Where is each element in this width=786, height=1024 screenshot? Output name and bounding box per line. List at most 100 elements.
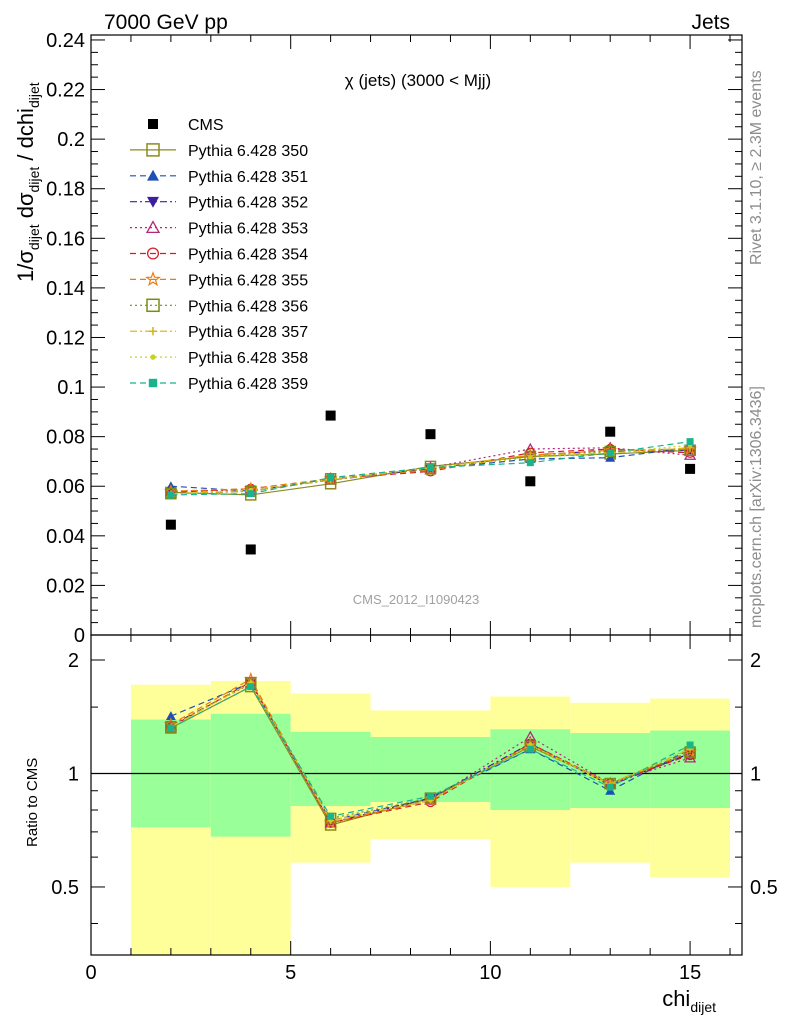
ratio-point bbox=[327, 812, 335, 820]
xlabel-main: chi bbox=[662, 986, 690, 1011]
legend-marker bbox=[145, 220, 161, 234]
mc-point bbox=[686, 438, 694, 446]
ratio-point bbox=[247, 683, 255, 691]
ratio-plot-frame bbox=[90, 634, 743, 956]
data-point bbox=[425, 429, 436, 440]
legend-marker bbox=[145, 271, 161, 287]
data-point bbox=[605, 426, 616, 437]
ratio-y-tick-label-right: 0.5 bbox=[750, 877, 778, 899]
main-y-ticks: 0 0.02 0.04 0.06 0.08 0.1 0.12 0.14 0.16 0.18 0.2 0… bbox=[46, 30, 742, 647]
main-y-axis-label: 1/σdijet dσdijet / dchidijet bbox=[13, 82, 42, 282]
main-y-tick-label: 0.1 bbox=[57, 377, 85, 399]
data-point bbox=[685, 463, 696, 474]
watermark-label: CMS_2012_I1090423 bbox=[353, 592, 480, 607]
legend-marker bbox=[147, 169, 159, 181]
legend-label: Pythia 6.428 353 bbox=[188, 221, 308, 238]
ratio-point bbox=[686, 741, 694, 749]
x-axis-label: chidijet bbox=[662, 986, 716, 1015]
mc-point bbox=[247, 490, 255, 498]
main-title: χ (jets) (3000 < Mjj) bbox=[345, 71, 491, 90]
main-y-tick-label: 0.2 bbox=[57, 129, 85, 151]
mc-point bbox=[604, 445, 616, 458]
data-point bbox=[165, 519, 176, 530]
x-tick-label: 15 bbox=[679, 962, 701, 984]
mc-line-4 bbox=[170, 448, 691, 493]
legend-marker bbox=[146, 247, 160, 260]
legend-marker bbox=[147, 196, 159, 208]
main-y-tick-label: 0 bbox=[74, 625, 85, 647]
legend-marker-data bbox=[148, 119, 158, 129]
legend-marker bbox=[148, 327, 158, 336]
header-right-label: Jets bbox=[691, 11, 730, 34]
uncertainty-band-inner bbox=[370, 736, 491, 803]
legend-label: Pythia 6.428 354 bbox=[188, 247, 308, 264]
legend-label: Pythia 6.428 352 bbox=[188, 195, 308, 212]
legend-label: Pythia 6.428 356 bbox=[188, 298, 308, 315]
ratio-point bbox=[683, 744, 697, 758]
header-left-label: 7000 GeV pp bbox=[104, 11, 228, 34]
legend-marker bbox=[148, 378, 158, 388]
legend-marker bbox=[150, 354, 156, 360]
legend-label: Pythia 6.428 358 bbox=[188, 350, 308, 367]
data-point bbox=[245, 544, 256, 555]
ratio-y-axis-label: Ratio to CMS bbox=[24, 758, 41, 847]
ylabel-sub-b: dijet bbox=[26, 167, 42, 193]
main-y-tick-label: 0.22 bbox=[46, 80, 85, 102]
main-y-tick-label: 0.24 bbox=[46, 30, 85, 52]
ratio-y-tick-label-right: 1 bbox=[750, 763, 761, 785]
uncertainty-band-inner bbox=[210, 713, 291, 837]
mc-point bbox=[424, 463, 437, 475]
ylabel-part-b: dσ bbox=[13, 192, 38, 224]
x-tick-label: 5 bbox=[285, 962, 296, 984]
mcplots-label: mcplots.cern.ch [arXiv:1306.3436] bbox=[748, 386, 765, 628]
ratio-point bbox=[165, 721, 177, 733]
main-plot: 0 0.02 0.04 0.06 0.08 0.1 0.12 0.14 0.16 0.18 0.2 0… bbox=[13, 30, 743, 647]
ylabel-sub-c: dijet bbox=[26, 82, 42, 108]
ratio-point bbox=[167, 724, 175, 732]
legend-label: Pythia 6.428 350 bbox=[188, 143, 308, 160]
ratio-ticks: 0.5 0.5 1 1 2 2 0 5 10 15 bbox=[51, 635, 778, 984]
ylabel-sub-a: dijet bbox=[26, 224, 42, 250]
mc-point bbox=[526, 459, 534, 467]
legend-marker bbox=[146, 298, 160, 313]
data-point bbox=[325, 410, 336, 421]
ratio-point bbox=[606, 783, 614, 791]
main-y-tick-label: 0.18 bbox=[46, 179, 85, 201]
uncertainty-band-inner bbox=[290, 731, 371, 806]
ratio-point bbox=[323, 815, 338, 829]
ylabel-part-a: 1/σ bbox=[13, 250, 38, 282]
ratio-y-tick-label: 2 bbox=[68, 650, 79, 672]
legend: CMS Pythia 6.428 350 Pythia 6.428 351 Pythi… bbox=[130, 117, 308, 393]
main-y-tick-label: 0.12 bbox=[46, 327, 85, 349]
mc-point bbox=[426, 464, 434, 472]
x-tick-label: 10 bbox=[479, 962, 501, 984]
x-tick-label: 0 bbox=[85, 962, 96, 984]
ratio-point bbox=[526, 745, 534, 753]
ratio-point bbox=[426, 792, 434, 800]
ratio-y-tick-label: 1 bbox=[68, 763, 79, 785]
main-y-tick-label: 0.14 bbox=[46, 278, 85, 300]
legend-marker bbox=[146, 143, 160, 157]
mc-point bbox=[528, 455, 533, 460]
legend-label-data: CMS bbox=[188, 117, 224, 134]
ylabel-part-c: / dchi bbox=[13, 108, 38, 167]
mc-point bbox=[327, 474, 335, 482]
mc-point bbox=[606, 449, 614, 457]
ratio-point bbox=[165, 711, 176, 721]
main-y-tick-label: 0.02 bbox=[46, 575, 85, 597]
mc-point bbox=[167, 491, 175, 499]
ratio-y-tick-label: 0.5 bbox=[51, 877, 79, 899]
data-point bbox=[525, 476, 536, 487]
main-y-tick-label: 0.04 bbox=[46, 526, 85, 548]
legend-label: Pythia 6.428 355 bbox=[188, 272, 308, 289]
rivet-label: Rivet 3.1.10, ≥ 2.3M events bbox=[748, 70, 765, 265]
main-y-tick-label: 0.06 bbox=[46, 476, 85, 498]
legend-label: Pythia 6.428 357 bbox=[188, 324, 308, 341]
main-y-tick-label: 0.16 bbox=[46, 228, 85, 250]
legend-label: Pythia 6.428 351 bbox=[188, 169, 308, 186]
ratio-plot: 0.5 0.5 1 1 2 2 0 5 10 15 Ratio to CMS chidijet bbox=[24, 634, 778, 1015]
ratio-y-tick-label-right: 2 bbox=[750, 650, 761, 672]
main-y-tick-label: 0.08 bbox=[46, 427, 85, 449]
legend-label: Pythia 6.428 359 bbox=[188, 376, 308, 393]
